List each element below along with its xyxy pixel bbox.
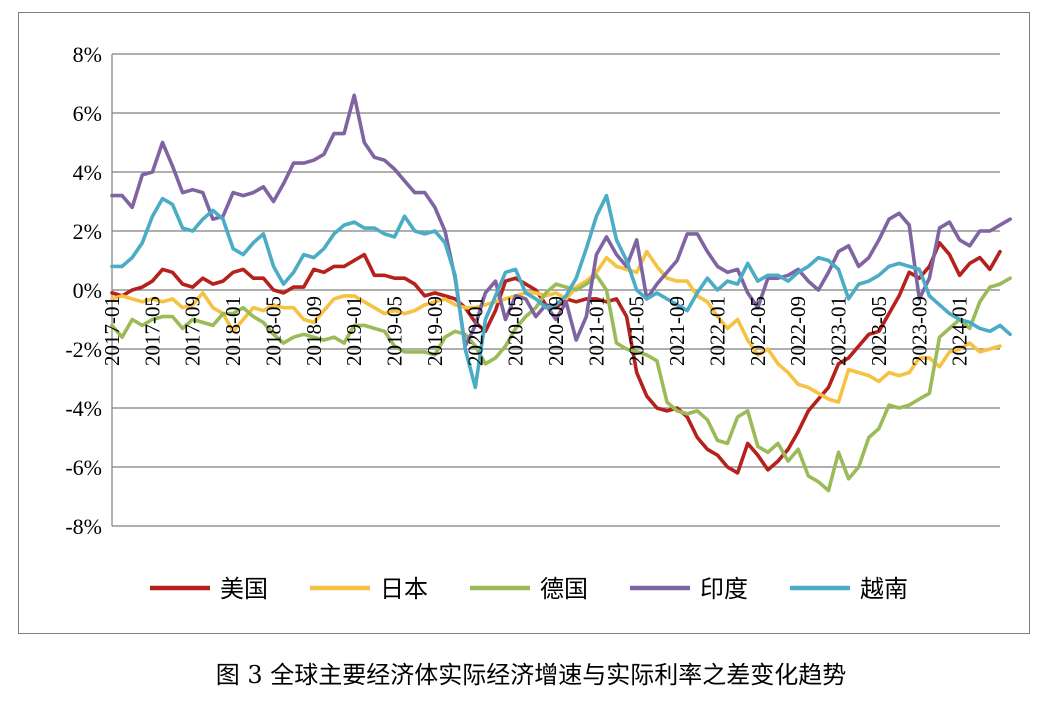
x-tick-label: 2022-01 [705, 296, 729, 366]
legend-label: 德国 [540, 575, 588, 603]
x-tick-label: 2017-09 [181, 296, 205, 366]
x-tick-label: 2020-09 [544, 296, 568, 366]
y-tick-label: 4% [73, 160, 102, 185]
y-axis-ticks: 8% 6% 4% 2% 0% -2% -4% -6% -8% [65, 42, 102, 539]
x-tick-label: 2022-09 [786, 296, 810, 366]
x-tick-label: 2018-01 [221, 296, 245, 366]
legend-label: 印度 [700, 575, 748, 603]
line-chart: 8%6%4%2%0%-2%-4%-6%-8% 2017-01 2017-05 201… [65, 42, 1012, 603]
x-tick-label: 2017-05 [140, 296, 164, 366]
series-line-美国 [110, 241, 1002, 475]
x-tick-label: 2019-09 [423, 296, 447, 366]
legend: 美国 日本 德国 印度 越南 [150, 575, 908, 603]
x-tick-label: 2020-01 [463, 296, 487, 366]
x-tick-label: 2017-01 [100, 296, 124, 366]
x-axis-ticks: 2017-01 2017-05 2017-09 2018-01 2018-05 2018-… [100, 296, 972, 366]
y-tick-label: 0% [73, 278, 102, 303]
x-tick-label: 2021-09 [665, 296, 689, 366]
x-tick-label: 2022-05 [746, 296, 770, 366]
series-line-德国 [110, 273, 1012, 493]
x-tick-label: 2019-05 [383, 296, 407, 366]
y-tick-label: -6% [65, 455, 102, 480]
series-line-印度 [110, 93, 1012, 348]
x-tick-label: 2020-05 [504, 296, 528, 366]
x-tick-label: 2023-05 [867, 296, 891, 366]
x-tick-label: 2021-01 [584, 296, 608, 366]
x-tick-label: 2019-01 [342, 296, 366, 366]
y-tick-label: 8% [73, 42, 102, 67]
x-tick-label: 2023-01 [827, 296, 851, 366]
series-lines [110, 93, 1012, 493]
x-tick-label: 2021-05 [625, 296, 649, 366]
series-line-日本 [110, 249, 1002, 404]
x-tick-label: 2023-09 [907, 296, 931, 366]
y-tick-label: 2% [73, 219, 102, 244]
x-tick-label: 2018-09 [302, 296, 326, 366]
x-tick-label: 2024-01 [948, 296, 972, 366]
legend-label: 日本 [380, 575, 428, 603]
legend-label: 越南 [860, 575, 908, 603]
y-tick-label: -8% [65, 514, 102, 539]
y-tick-label: -4% [65, 396, 102, 421]
y-tick-label: -2% [65, 337, 102, 362]
y-tick-label: 6% [73, 101, 102, 126]
series-line-越南 [110, 193, 1012, 390]
x-tick-label: 2018-05 [261, 296, 285, 366]
gridlines [111, 53, 1000, 527]
figure-caption: 图 3 全球主要经济体实际经济增速与实际利率之差变化趋势 [215, 661, 847, 689]
legend-label: 美国 [220, 575, 268, 603]
